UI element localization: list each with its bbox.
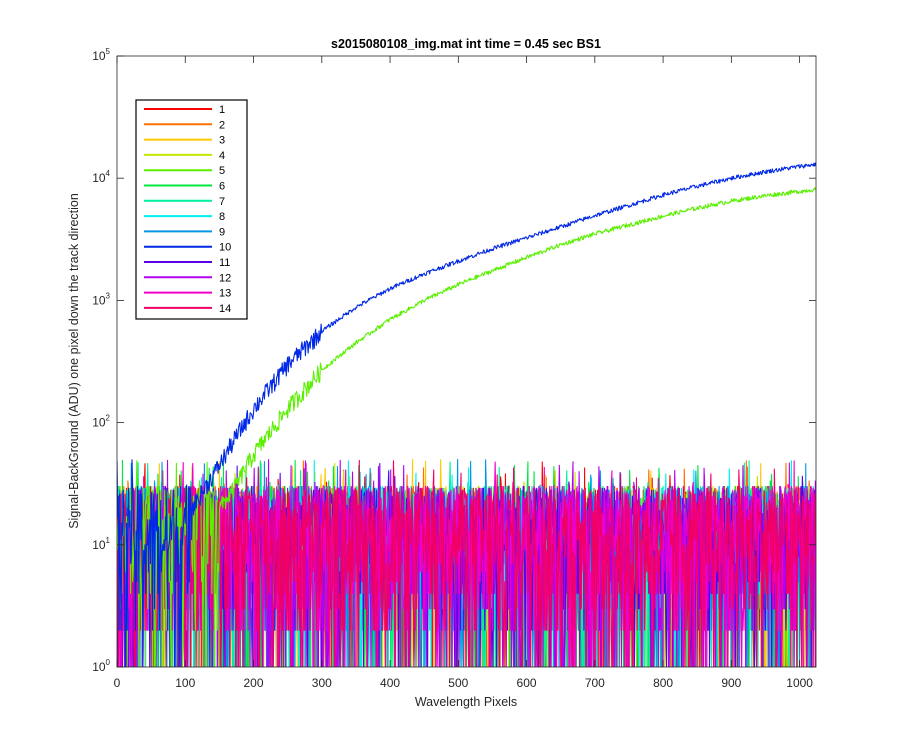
y-tick-label: 103 [92,291,110,307]
y-tick-label: 105 [92,47,110,63]
x-tick-label: 900 [721,676,741,690]
legend-entry: 5 [219,165,225,177]
y-tick-label: 101 [92,536,110,552]
y-axis-label: Signal-BackGround (ADU) one pixel down t… [67,193,81,529]
x-tick-label: 300 [312,676,332,690]
x-tick-label: 0 [114,676,121,690]
x-axis-label: Wavelength Pixels [415,695,517,709]
legend-entry: 2 [219,119,225,131]
series-line-5 [117,187,816,667]
chart-title: s2015080108_img.mat int time = 0.45 sec … [331,37,601,51]
x-tick-label: 800 [653,676,673,690]
x-tick-label: 400 [380,676,400,690]
x-tick-label: 1000 [786,676,813,690]
legend-entry: 13 [219,288,231,300]
x-tick-label: 200 [244,676,264,690]
plot-area [117,162,816,667]
y-tick-label: 104 [92,169,110,185]
legend-entry: 3 [219,135,225,147]
x-tick-label: 700 [585,676,605,690]
legend-entry: 8 [219,211,225,223]
legend-box [135,99,248,320]
axes-box [116,55,817,668]
x-tick-label: 600 [517,676,537,690]
y-tick-label: 100 [92,658,110,674]
x-tick-label: 500 [448,676,468,690]
legend-entry: 4 [219,150,225,162]
legend-entry: 6 [219,181,225,193]
legend-entry: 10 [219,242,231,254]
legend-entry: 7 [219,196,225,208]
legend-entry: 9 [219,226,225,238]
series-line-14 [117,459,816,667]
y-tick-label: 102 [92,414,110,430]
x-tick-label: 100 [175,676,195,690]
series-line-10 [117,162,816,667]
legend-entry: 11 [219,257,230,269]
legend-entry: 1 [219,104,225,116]
legend-entry: 12 [219,272,231,284]
legend-entry: 14 [219,303,231,315]
